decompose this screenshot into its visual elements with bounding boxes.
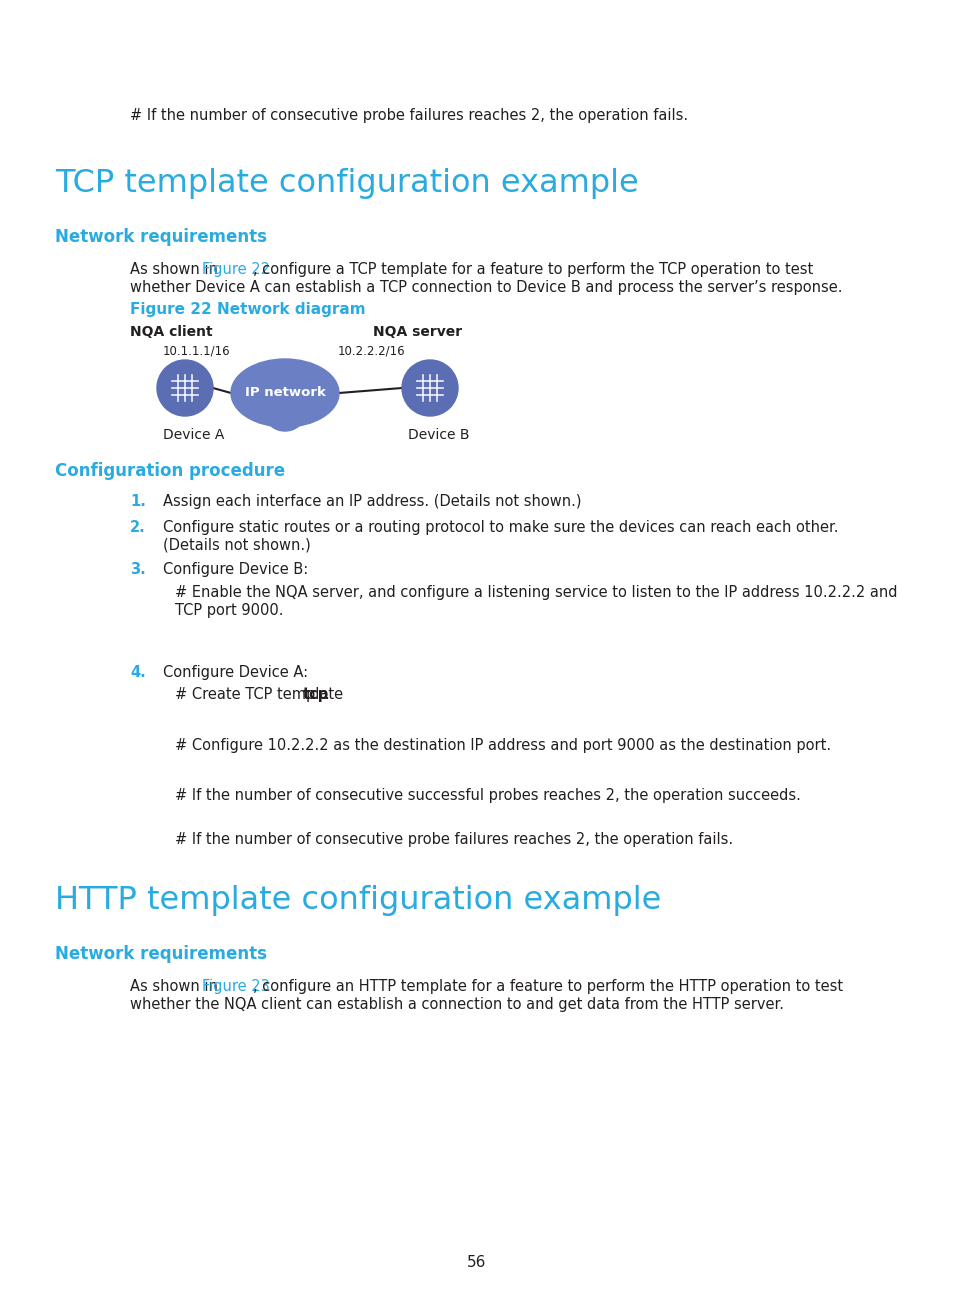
Text: , configure a TCP template for a feature to perform the TCP operation to test: , configure a TCP template for a feature… [253, 262, 812, 277]
Text: Network requirements: Network requirements [55, 945, 267, 963]
Text: Figure 23: Figure 23 [202, 978, 270, 994]
Text: # Enable the NQA server, and configure a listening service to listen to the IP a: # Enable the NQA server, and configure a… [174, 584, 897, 600]
Text: .: . [324, 687, 329, 702]
Text: # If the number of consecutive probe failures reaches 2, the operation fails.: # If the number of consecutive probe fai… [130, 108, 687, 123]
Text: Device B: Device B [408, 428, 469, 442]
Text: 10.2.2.2/16: 10.2.2.2/16 [337, 345, 405, 358]
Text: 2.: 2. [130, 520, 146, 535]
Text: As shown in: As shown in [130, 262, 222, 277]
Text: NQA client: NQA client [130, 325, 213, 340]
Text: As shown in: As shown in [130, 978, 222, 994]
Ellipse shape [267, 403, 303, 432]
Text: HTTP template configuration example: HTTP template configuration example [55, 885, 660, 916]
Text: Network requirements: Network requirements [55, 228, 267, 246]
Text: whether Device A can establish a TCP connection to Device B and process the serv: whether Device A can establish a TCP con… [130, 280, 841, 295]
Text: Configuration procedure: Configuration procedure [55, 461, 285, 480]
Text: # If the number of consecutive successful probes reaches 2, the operation succee: # If the number of consecutive successfu… [174, 788, 800, 804]
Text: Configure static routes or a routing protocol to make sure the devices can reach: Configure static routes or a routing pro… [163, 520, 838, 535]
Text: IP network: IP network [244, 386, 325, 399]
Text: 4.: 4. [130, 665, 146, 680]
Text: Figure 22 Network diagram: Figure 22 Network diagram [130, 302, 365, 318]
Ellipse shape [250, 400, 280, 422]
Text: 3.: 3. [130, 562, 146, 577]
Ellipse shape [401, 360, 457, 416]
Text: 1.: 1. [130, 494, 146, 509]
Text: Figure 22: Figure 22 [202, 262, 270, 277]
Text: Device A: Device A [163, 428, 224, 442]
Text: TCP template configuration example: TCP template configuration example [55, 168, 639, 200]
Text: whether the NQA client can establish a connection to and get data from the HTTP : whether the NQA client can establish a c… [130, 997, 783, 1012]
Text: NQA server: NQA server [373, 325, 461, 340]
Text: , configure an HTTP template for a feature to perform the HTTP operation to test: , configure an HTTP template for a featu… [253, 978, 842, 994]
Text: # Create TCP template: # Create TCP template [174, 687, 348, 702]
Text: TCP port 9000.: TCP port 9000. [174, 603, 283, 618]
Ellipse shape [290, 400, 319, 422]
Text: 10.1.1.1/16: 10.1.1.1/16 [163, 345, 231, 358]
Text: (Details not shown.): (Details not shown.) [163, 538, 311, 553]
Ellipse shape [231, 359, 338, 426]
Text: # If the number of consecutive probe failures reaches 2, the operation fails.: # If the number of consecutive probe fai… [174, 832, 732, 848]
Text: tcp: tcp [303, 687, 329, 702]
Text: Configure Device A:: Configure Device A: [163, 665, 308, 680]
Text: Configure Device B:: Configure Device B: [163, 562, 308, 577]
Ellipse shape [157, 360, 213, 416]
Text: 56: 56 [467, 1255, 486, 1270]
Text: Assign each interface an IP address. (Details not shown.): Assign each interface an IP address. (De… [163, 494, 581, 509]
Text: # Configure 10.2.2.2 as the destination IP address and port 9000 as the destinat: # Configure 10.2.2.2 as the destination … [174, 737, 830, 753]
